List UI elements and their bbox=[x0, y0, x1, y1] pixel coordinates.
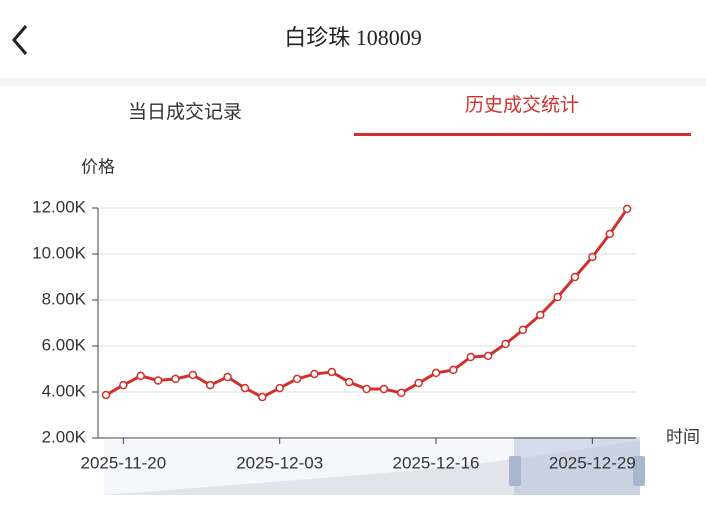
y-tick-label: 10.00K bbox=[32, 243, 87, 262]
y-tick-label: 4.00K bbox=[42, 381, 87, 400]
slider-handle[interactable] bbox=[633, 456, 645, 486]
data-point bbox=[119, 380, 128, 390]
data-point bbox=[536, 310, 545, 320]
data-point bbox=[205, 380, 215, 390]
data-point bbox=[397, 388, 406, 398]
data-point bbox=[171, 374, 180, 384]
data-point bbox=[449, 365, 458, 375]
data-point bbox=[101, 390, 111, 400]
price-line bbox=[105, 208, 629, 399]
back-button[interactable] bbox=[12, 25, 28, 55]
data-point bbox=[223, 372, 232, 382]
data-point bbox=[292, 374, 302, 384]
tab-active[interactable]: 历史成交统计 bbox=[465, 94, 579, 116]
data-point bbox=[344, 377, 354, 387]
data-point bbox=[588, 252, 597, 262]
x-tick-label: 2025-12-16 bbox=[393, 453, 480, 472]
data-point bbox=[136, 371, 145, 381]
data-point bbox=[379, 384, 389, 394]
data-point bbox=[240, 383, 250, 393]
data-point bbox=[466, 352, 476, 362]
data-point bbox=[275, 383, 284, 393]
data-point bbox=[518, 325, 528, 335]
data-point bbox=[188, 370, 198, 380]
x-axis-title: 时间 bbox=[666, 427, 700, 446]
plot: 2.00K 4.00K 6.00K 8.00K 10.00K 12.00K 2025-11-… bbox=[32, 197, 636, 472]
page-title: 白珍珠 108009 bbox=[284, 25, 422, 50]
y-tick-label: 12.00K bbox=[32, 197, 87, 216]
x-tick-label: 2025-11-20 bbox=[81, 453, 167, 472]
data-point bbox=[501, 339, 510, 349]
y-tick-label: 6.00K bbox=[42, 335, 87, 354]
slider-window[interactable] bbox=[514, 437, 640, 495]
data-point bbox=[605, 229, 614, 239]
data-point bbox=[553, 292, 562, 302]
data-point bbox=[622, 204, 632, 214]
slider-shadow bbox=[104, 440, 640, 495]
data-point bbox=[483, 351, 493, 361]
y-axis-title: 价格 bbox=[81, 157, 115, 176]
zoom-slider[interactable] bbox=[104, 437, 645, 495]
data-point bbox=[362, 384, 371, 394]
data-point bbox=[153, 376, 163, 385]
data-point bbox=[414, 378, 423, 388]
x-tick-label: 2025-12-03 bbox=[236, 453, 323, 472]
y-tick-label: 8.00K bbox=[42, 289, 87, 308]
tab[interactable]: 当日成交记录 bbox=[128, 101, 242, 123]
data-point bbox=[327, 367, 337, 377]
tab-underline bbox=[354, 133, 691, 136]
data-point bbox=[431, 368, 441, 378]
slider-handle[interactable] bbox=[509, 456, 521, 486]
y-tick-label: 2.00K bbox=[42, 427, 87, 446]
x-tick-label: 2025-12-29 bbox=[549, 453, 636, 472]
data-point bbox=[258, 392, 267, 402]
divider bbox=[0, 78, 706, 86]
data-point bbox=[310, 369, 319, 379]
data-point bbox=[570, 272, 580, 282]
